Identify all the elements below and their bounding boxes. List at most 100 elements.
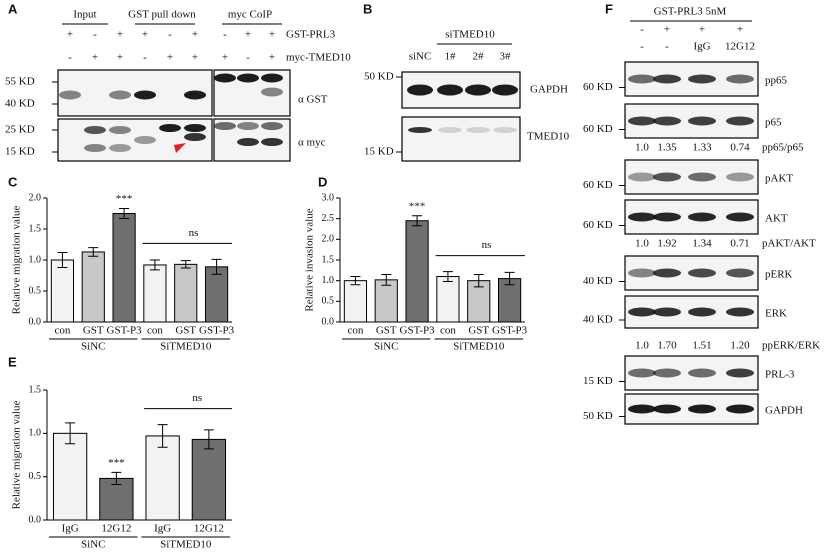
band bbox=[134, 90, 156, 100]
error-bar bbox=[203, 429, 214, 450]
lane-label: 2# bbox=[473, 51, 485, 63]
band bbox=[261, 87, 283, 97]
error-bar bbox=[65, 422, 76, 445]
condition: + bbox=[664, 24, 670, 36]
target-label: GAPDH bbox=[765, 405, 803, 417]
y-axis-label: Relative migration value bbox=[11, 206, 23, 315]
band bbox=[726, 268, 754, 278]
y-tick-label: 1.5 bbox=[29, 223, 42, 234]
bar bbox=[143, 264, 167, 323]
error-bar bbox=[381, 273, 392, 286]
marker-label: 55 KD bbox=[5, 76, 35, 88]
band bbox=[628, 368, 656, 378]
marker-label: 60 KD bbox=[583, 123, 613, 135]
band bbox=[492, 84, 518, 96]
panel-label: C bbox=[8, 174, 18, 189]
ratio-label: pAKT/AKT bbox=[762, 238, 816, 250]
band bbox=[261, 73, 283, 83]
error-bar bbox=[111, 471, 122, 485]
error-bar bbox=[88, 247, 99, 257]
lane-label: 3# bbox=[500, 51, 512, 63]
band bbox=[493, 127, 517, 133]
annotation: ns bbox=[189, 227, 199, 239]
x-tick-label: IgG bbox=[62, 523, 79, 535]
y-tick-label: 2.0 bbox=[322, 234, 335, 245]
ratio: 1.70 bbox=[657, 340, 677, 352]
band bbox=[159, 124, 181, 132]
error-bar bbox=[473, 273, 484, 288]
band bbox=[653, 172, 681, 182]
band bbox=[134, 136, 156, 144]
sign: + bbox=[222, 52, 228, 64]
bar bbox=[204, 266, 229, 323]
y-tick-label: 1.0 bbox=[29, 428, 42, 439]
band bbox=[628, 404, 656, 414]
ratio: 1.34 bbox=[692, 238, 712, 250]
band bbox=[653, 74, 681, 84]
bar bbox=[50, 259, 75, 323]
bar bbox=[436, 276, 460, 323]
x-tick-label: GST bbox=[468, 325, 489, 337]
band bbox=[688, 212, 716, 222]
ratio: 1.20 bbox=[730, 340, 750, 352]
x-tick-label: GST-P3 bbox=[107, 325, 143, 337]
panel-label: A bbox=[8, 1, 18, 16]
band bbox=[184, 133, 206, 141]
sign: - bbox=[93, 29, 97, 41]
marker-label: 50 KD bbox=[364, 71, 394, 83]
sign: - bbox=[223, 29, 227, 41]
band bbox=[688, 116, 716, 126]
condition: + bbox=[737, 24, 743, 36]
band bbox=[688, 307, 716, 317]
band bbox=[653, 404, 681, 414]
y-tick-label: 0.5 bbox=[322, 296, 335, 307]
sign: + bbox=[192, 29, 198, 41]
band bbox=[688, 368, 716, 378]
sign: - bbox=[68, 52, 72, 64]
x-tick-label: GST-P3 bbox=[400, 325, 436, 337]
bar bbox=[405, 220, 429, 323]
bar bbox=[191, 438, 227, 521]
marker-label: 40 KD bbox=[5, 98, 35, 110]
annotation: *** bbox=[409, 200, 426, 212]
band bbox=[628, 74, 656, 84]
band bbox=[688, 172, 716, 182]
error-bar bbox=[412, 215, 423, 227]
y-tick-label: 2.5 bbox=[322, 213, 335, 224]
condition: IgG bbox=[693, 41, 710, 53]
error-bar bbox=[180, 260, 191, 269]
band bbox=[109, 144, 131, 152]
row-label: GST-PRL3 bbox=[286, 29, 336, 41]
band bbox=[726, 307, 754, 317]
error-bar bbox=[211, 258, 222, 275]
arrow bbox=[174, 143, 186, 153]
band bbox=[628, 116, 656, 126]
bar bbox=[112, 213, 136, 323]
y-tick-label: 0.0 bbox=[29, 514, 42, 525]
band bbox=[84, 144, 106, 152]
band bbox=[688, 268, 716, 278]
blot bbox=[401, 116, 521, 162]
y-tick-label: 0.0 bbox=[29, 316, 42, 327]
bar bbox=[99, 477, 134, 521]
band bbox=[109, 90, 131, 100]
y-tick-label: 0.0 bbox=[322, 316, 335, 327]
panel-label: B bbox=[363, 1, 372, 16]
header: GST-PRL3 5nM bbox=[654, 6, 727, 18]
marker-label: 40 KD bbox=[583, 275, 613, 287]
x-tick-label: GST bbox=[175, 325, 196, 337]
band bbox=[653, 116, 681, 126]
sign: + bbox=[167, 52, 173, 64]
antibody-label: α GST bbox=[298, 94, 328, 106]
y-tick-label: 2.0 bbox=[29, 192, 42, 203]
band bbox=[214, 73, 236, 83]
band bbox=[84, 126, 106, 134]
ratio: 1.92 bbox=[657, 238, 676, 250]
band bbox=[628, 212, 656, 222]
band bbox=[184, 90, 206, 100]
target-label: GAPDH bbox=[530, 84, 568, 96]
x-tick-label: GST bbox=[376, 325, 397, 337]
condition: - bbox=[640, 41, 644, 53]
x-tick-label: IgG bbox=[154, 523, 171, 535]
band bbox=[726, 404, 754, 414]
